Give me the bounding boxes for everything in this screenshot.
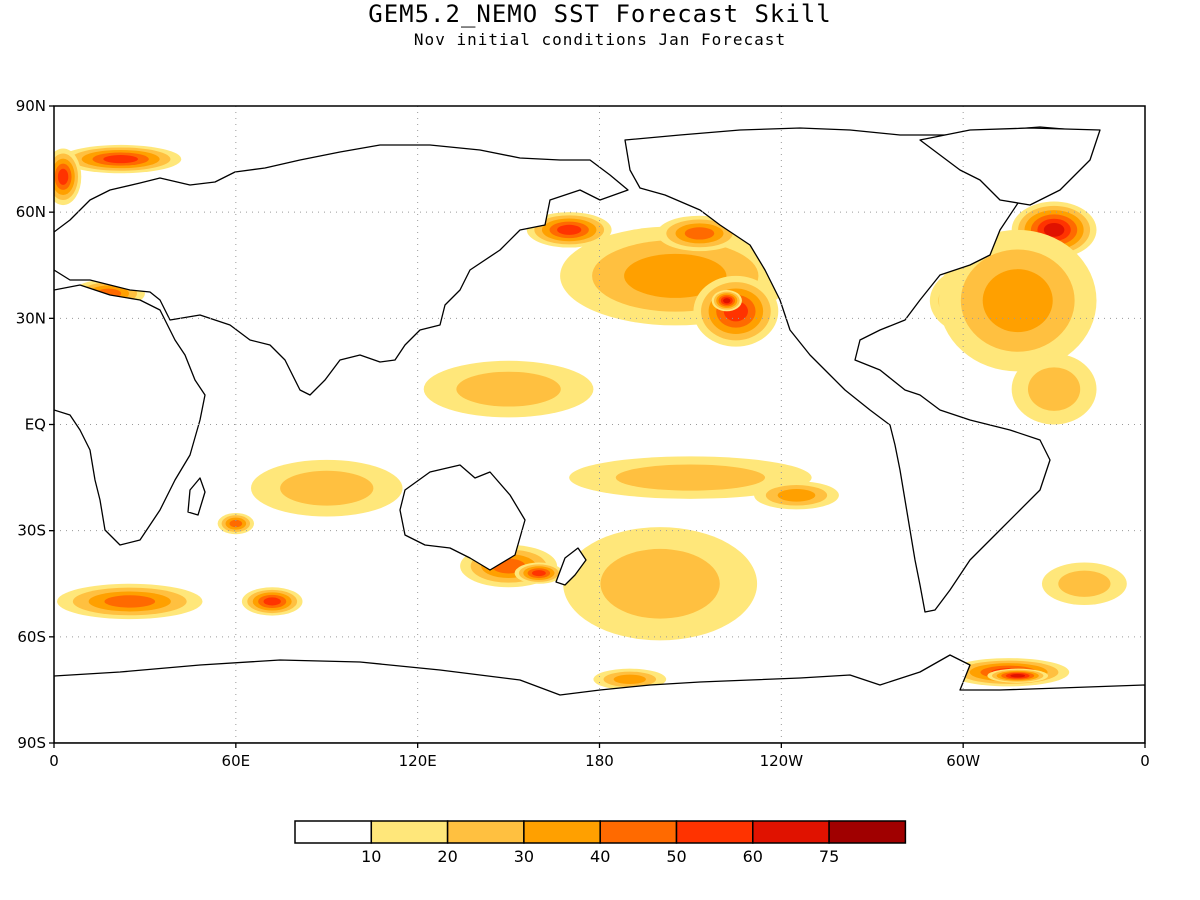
lon-label-180-3: 180 <box>585 752 614 770</box>
sst-skill-layer <box>54 144 1127 690</box>
skill-region-northeast-pacific-core-level-6 <box>723 298 731 304</box>
colorbar-label-75: 75 <box>819 847 839 866</box>
skill-region-south-atlantic-level-2 <box>1058 570 1111 597</box>
skill-region-bellingshausen-sea-core-level-6 <box>1010 674 1026 678</box>
colorbar-label-60: 60 <box>743 847 763 866</box>
colorbar-swatch-5 <box>675 820 754 844</box>
greenland-coast <box>919 127 1101 206</box>
colorbar-swatch-4 <box>599 820 678 844</box>
africa-coast <box>54 284 206 546</box>
lon-label-0-6: 0 <box>1140 752 1150 770</box>
lat-label-90N: 90N <box>16 97 46 115</box>
lat-label-60S: 60S <box>17 628 46 646</box>
skill-region-indian-ocean-south-level-2 <box>280 470 374 506</box>
colorbar-label-10: 10 <box>361 847 381 866</box>
colorbar-label-40: 40 <box>590 847 610 866</box>
lat-label-30S: 30S <box>17 522 46 540</box>
colorbar-label-50: 50 <box>666 847 686 866</box>
lon-label-120E-2: 120E <box>399 752 437 770</box>
lon-label-120W-4: 120W <box>760 752 804 770</box>
skill-region-western-pacific-warm-pool-level-2 <box>456 371 561 407</box>
skill-region-north-pacific-level-3 <box>624 253 727 298</box>
skill-region-north-pacific-northwest-level-5 <box>557 224 582 235</box>
colorbar-label-20: 20 <box>437 847 457 866</box>
europe-asia-coast <box>54 144 629 396</box>
skill-region-southeast-pacific-level-3 <box>777 488 816 502</box>
madagascar-coast <box>187 477 206 516</box>
continents-layer <box>54 126 1145 743</box>
skill-region-barents-sea-level-5 <box>103 155 138 164</box>
skill-region-south-pacific-broad-level-2 <box>600 548 720 619</box>
longitude-labels: 0 60E 120E 180 120W 60W 0 <box>49 743 1150 770</box>
skill-region-tasman-sea-level-5 <box>531 570 546 577</box>
colorbar-swatch-7 <box>828 820 907 844</box>
colorbar-label-30: 30 <box>514 847 534 866</box>
skill-region-indian-ocean-mid-level-4 <box>229 519 243 528</box>
colorbar-swatch-1 <box>370 820 449 844</box>
colorbar: 10 20 30 40 50 60 75 <box>294 820 907 866</box>
colorbar-swatch-2 <box>446 820 525 844</box>
colorbar-swatch-6 <box>752 820 830 844</box>
latitude-labels: 90N 60N 30N EQ 30S 60S 90S <box>16 97 54 752</box>
skill-region-gulf-of-alaska-level-4 <box>684 227 715 240</box>
australia-coast <box>399 464 526 571</box>
map-subtitle: Nov initial conditions Jan Forecast <box>414 30 786 49</box>
skill-region-south-pacific-convergence-level-2 <box>615 464 766 491</box>
lat-label-EQ: EQ <box>25 416 46 434</box>
lon-label-0-0: 0 <box>49 752 59 770</box>
lon-label-60E-1: 60E <box>222 752 251 770</box>
colorbar-swatch-3 <box>523 820 601 844</box>
antarctica-coast <box>54 654 1145 743</box>
map-gridlines <box>54 106 1145 743</box>
skill-region-tropical-atlantic-level-2 <box>1027 367 1081 411</box>
colorbar-swatch-0 <box>294 820 373 844</box>
skill-region-north-atlantic-east-level-6 <box>1043 222 1065 237</box>
lat-label-90S: 90S <box>17 734 46 752</box>
lat-label-60N: 60N <box>16 203 46 221</box>
lat-label-30N: 30N <box>16 309 46 327</box>
map-title: GEM5.2_NEMO SST Forecast Skill <box>368 0 831 28</box>
skill-region-north-atlantic-broad-level-3 <box>982 269 1053 333</box>
new-zealand-coast <box>555 547 587 586</box>
skill-region-southern-ocean-60e-level-5 <box>263 597 281 606</box>
skill-region-norwegian-sea-level-5 <box>57 168 69 185</box>
skill-region-ross-sea-level-3 <box>613 674 646 685</box>
skill-region-south-indian-ocean-level-4 <box>104 595 156 608</box>
lon-label-60W-5: 60W <box>946 752 980 770</box>
